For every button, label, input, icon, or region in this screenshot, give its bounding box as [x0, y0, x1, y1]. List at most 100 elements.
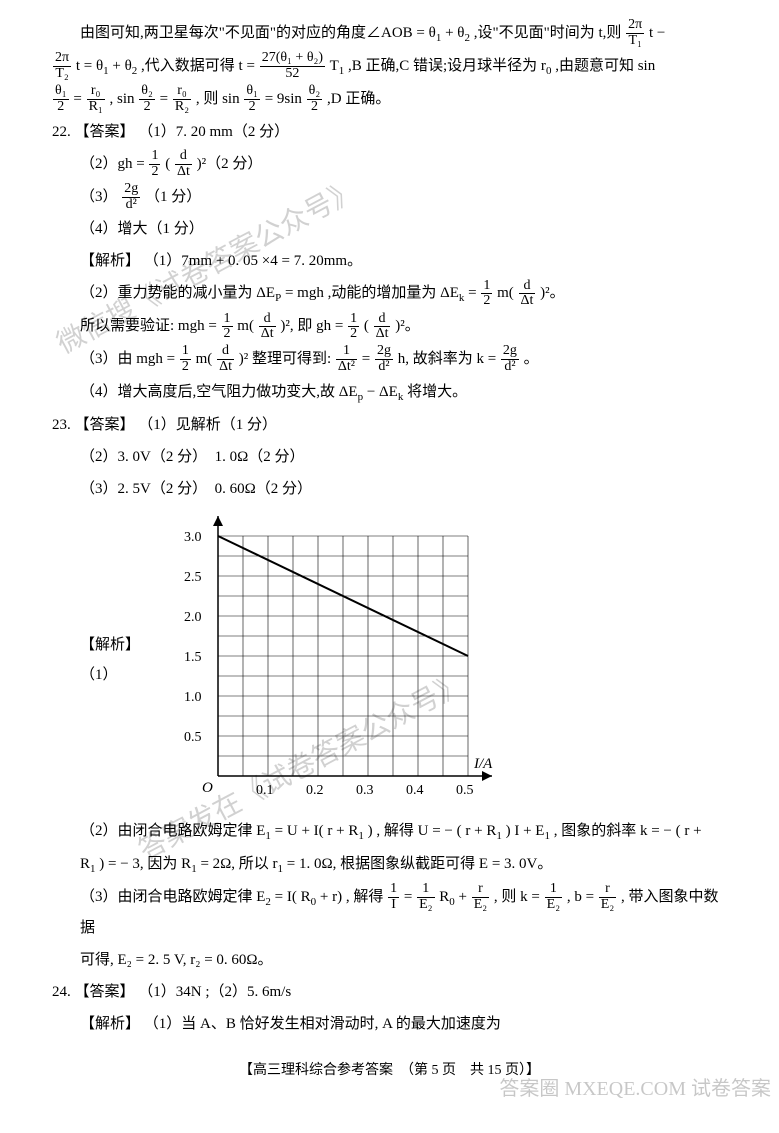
- q23-explain-3b: 可得, E₂ = 2. 5 V, r₂ = 0. 60Ω。: [52, 945, 727, 975]
- text: = mgh ,动能的增加量为 ΔE: [285, 285, 459, 301]
- sub: P: [275, 292, 281, 304]
- frac-ddt: dΔt: [374, 312, 391, 342]
- text: =: [362, 351, 374, 367]
- frac-r0r1: r₀R₁: [87, 84, 105, 114]
- q23-explain-2a: （2）由闭合电路欧姆定律 E1 = U + I( r + R1 ) , 解得 U…: [52, 816, 727, 847]
- svg-text:3.0: 3.0: [184, 530, 202, 545]
- text: − ΔE: [367, 384, 398, 400]
- svg-text:2.0: 2.0: [184, 610, 202, 625]
- text: + θ: [445, 25, 464, 41]
- text: 。: [524, 351, 539, 367]
- text: +: [459, 889, 471, 905]
- frac-re2: rE₂: [472, 882, 489, 912]
- text: （1）见解析（1 分）: [138, 417, 277, 433]
- text: , 则 k =: [494, 889, 544, 905]
- text: （1）当 A、B 恰好发生相对滑动时, A 的最大加速度为: [144, 1016, 501, 1032]
- text: ,D 正确。: [327, 91, 390, 107]
- frac-th1: θ₁2: [53, 84, 69, 114]
- sub: 1: [103, 65, 109, 77]
- q22-explain-4: （3）由 mgh = 12 m( dΔt )² 整理可得到: 1Δt² = 2g…: [52, 344, 727, 375]
- frac-th2b: θ₂2: [307, 84, 323, 114]
- sub: 1: [544, 830, 550, 842]
- text: , 则 sin: [196, 91, 244, 107]
- text: （1）: [80, 667, 118, 683]
- text: )²。: [540, 285, 565, 301]
- q22-explain-5: （4）增大高度后,空气阻力做功变大,故 ΔEp − ΔEk 将增大。: [52, 377, 727, 408]
- svg-text:0.5: 0.5: [184, 730, 202, 745]
- text: )² 整理可得到:: [239, 351, 335, 367]
- frac-half: 12: [180, 344, 191, 374]
- intro-line-3: θ₁2 = r₀R₁ , sin θ₂2 = r₀R₂ , 则 sin θ₁2 …: [52, 84, 727, 115]
- q22-explain-3: 所以需要验证: mgh = 12 m( dΔt )², 即 gh = 12 ( …: [52, 311, 727, 342]
- sub: 1: [191, 863, 197, 875]
- q23-answer-2: （2）3. 0V（2 分） 1. 0Ω（2 分）: [52, 442, 727, 472]
- sub: 1: [265, 830, 271, 842]
- frac-2pi-t2: 2πT₂: [53, 51, 71, 81]
- text: = I( R: [275, 889, 311, 905]
- frac-ddt: dΔt: [259, 312, 276, 342]
- text: =: [404, 889, 416, 905]
- q-number: 24.: [52, 984, 71, 1000]
- text: ) , 解得 U = − ( r + R: [368, 823, 497, 839]
- text: ,由题意可知 sin: [555, 58, 655, 74]
- svg-text:0.4: 0.4: [406, 783, 424, 798]
- frac-2gd2b: 2gd²: [501, 344, 519, 374]
- frac-ddt: dΔt: [217, 344, 234, 374]
- text: = 1. 0Ω, 根据图象纵截距可得 E = 3. 0V。: [287, 856, 553, 872]
- sub: 0: [311, 896, 317, 908]
- text: （2）重力势能的减小量为 ΔE: [80, 285, 275, 301]
- svg-text:U/V: U/V: [238, 516, 264, 518]
- frac-th2: θ₂2: [139, 84, 155, 114]
- frac-1i: 1I: [388, 882, 399, 912]
- sub: 1: [339, 65, 345, 77]
- frac-1e2: 1E₂: [417, 882, 434, 912]
- text: = U + I( r + R: [275, 823, 359, 839]
- text: （3）由 mgh =: [80, 351, 179, 367]
- text: m(: [196, 351, 213, 367]
- text: R: [439, 889, 449, 905]
- sub: 0: [449, 896, 455, 908]
- q23-explain-1: 【解析】 （1）: [52, 630, 172, 690]
- q22-answer-2: （2）gh = 12 ( dΔt )²（2 分）: [52, 149, 727, 180]
- text: 所以需要验证: mgh =: [80, 318, 221, 334]
- q-number: 23.: [52, 417, 71, 433]
- text: 由图可知,两卫星每次"不见面"的对应的角度∠AOB = θ: [80, 25, 436, 41]
- frac-1e2b: 1E₂: [545, 882, 562, 912]
- text: t −: [649, 25, 665, 41]
- text: （1）34N ;（2）5. 6m/s: [138, 984, 291, 1000]
- sub: p: [358, 391, 364, 403]
- text: （1）7. 20 mm（2 分）: [138, 124, 289, 140]
- text: , sin: [110, 91, 139, 107]
- svg-text:0.5: 0.5: [456, 783, 474, 798]
- text: )²。: [395, 318, 420, 334]
- q23-answer-3: （3）2. 5V（2 分） 0. 60Ω（2 分）: [52, 474, 727, 504]
- frac-r0r2: r₀R₂: [173, 84, 191, 114]
- explain-label: 【解析】: [80, 1016, 140, 1032]
- q22-answer-1: 22. 【答案】 （1）7. 20 mm（2 分）: [52, 117, 727, 147]
- text: ,代入数据可得 t =: [141, 58, 259, 74]
- answer-label: 【答案】: [75, 124, 135, 140]
- answer-label: 【答案】: [75, 417, 135, 433]
- sub: 2: [464, 32, 470, 44]
- text: （3）: [80, 189, 118, 205]
- frac-half: 12: [481, 279, 492, 309]
- voltage-current-chart: U/VI/AO0.10.20.30.40.50.51.01.52.02.53.0: [172, 516, 502, 806]
- sub: 2: [265, 896, 271, 908]
- sub: 1: [90, 863, 96, 875]
- frac-big: 27(θ₁ + θ₂)52: [260, 51, 325, 81]
- frac-2gd2: 2gd²: [375, 344, 393, 374]
- sub: 1: [278, 863, 284, 875]
- text: （1）7mm + 0. 05 ×4 = 7. 20mm。: [144, 253, 362, 269]
- text: 将增大。: [407, 384, 467, 400]
- text: （2）由闭合电路欧姆定律 E: [80, 823, 265, 839]
- sub: 1: [496, 830, 502, 842]
- svg-text:1.0: 1.0: [184, 690, 202, 705]
- text: t = θ: [76, 58, 103, 74]
- q-number: 22.: [52, 124, 71, 140]
- text: , 图象的斜率 k = − ( r +: [554, 823, 702, 839]
- svg-text:0.3: 0.3: [356, 783, 374, 798]
- frac-ddt: dΔt: [175, 149, 192, 179]
- text: T: [330, 58, 339, 74]
- sub: 2: [132, 65, 138, 77]
- text: m(: [497, 285, 514, 301]
